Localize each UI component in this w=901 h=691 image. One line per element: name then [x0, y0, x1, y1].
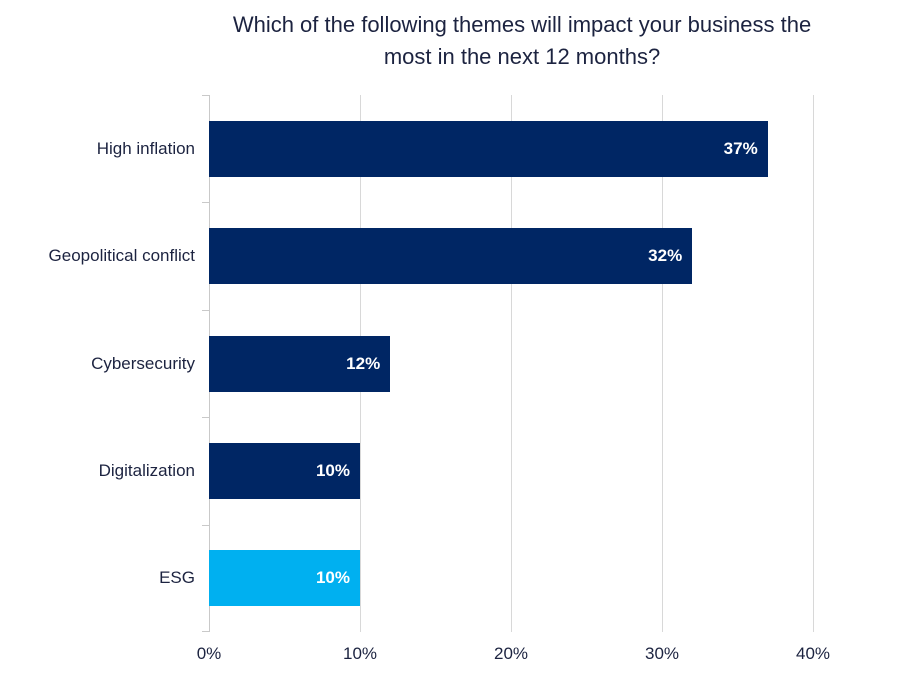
x-tick-label: 20%	[493, 644, 529, 663]
category-label: ESG	[159, 568, 195, 588]
bar-value-label: 37%	[723, 138, 758, 158]
bar-track: 12%	[209, 310, 813, 417]
bars-layer: High inflation 37% Geopolitical conflict…	[0, 95, 813, 632]
x-axis-tick-labels: 0% 10% 20% 30% 40%	[197, 644, 830, 670]
bar: 10%	[209, 550, 360, 607]
bar-track: 10%	[209, 525, 813, 632]
y-axis-tick	[202, 417, 209, 419]
x-tick-label: 30%	[644, 644, 680, 663]
chart-title-line1: Which of the following themes will impac…	[232, 12, 812, 37]
bar-value-label: 10%	[315, 568, 350, 588]
bar: 37%	[209, 120, 768, 177]
bar-track: 32%	[209, 202, 813, 309]
category-label: Cybersecurity	[91, 353, 195, 373]
bar-value-label: 10%	[315, 460, 350, 480]
chart-title-line2: most in the next 12 months?	[383, 44, 661, 69]
gridline	[813, 95, 814, 632]
x-tick-label: 40%	[795, 644, 831, 663]
gridline	[511, 95, 512, 632]
x-tick-label: 10%	[342, 644, 378, 663]
bar: 32%	[209, 228, 693, 285]
gridline	[662, 95, 663, 632]
y-axis-tick	[202, 631, 209, 632]
bar-value-label: 32%	[648, 246, 683, 266]
category-label: High inflation	[96, 138, 195, 158]
chart-title: Which of the following themes will impac…	[141, 9, 901, 73]
x-tick-label: 0%	[196, 644, 222, 663]
bar-row: Digitalization 10%	[0, 417, 813, 524]
plot-area: High inflation 37% Geopolitical conflict…	[0, 95, 901, 663]
y-axis-tick	[202, 95, 209, 96]
y-axis-tick	[202, 524, 209, 526]
bar-row: Cybersecurity 12%	[0, 310, 813, 417]
y-axis-tick	[202, 202, 209, 204]
bar-track: 10%	[209, 417, 813, 524]
bar-track: 37%	[209, 95, 813, 202]
bar-value-label: 12%	[346, 353, 381, 373]
category-label: Digitalization	[98, 460, 195, 480]
bar-row: High inflation 37%	[0, 95, 813, 202]
bar-row: ESG 10%	[0, 525, 813, 632]
bar: 12%	[209, 335, 391, 392]
y-axis-tick	[202, 309, 209, 311]
bar: 10%	[209, 442, 360, 499]
bar-row: Geopolitical conflict 32%	[0, 202, 813, 309]
category-label: Geopolitical conflict	[48, 246, 195, 266]
